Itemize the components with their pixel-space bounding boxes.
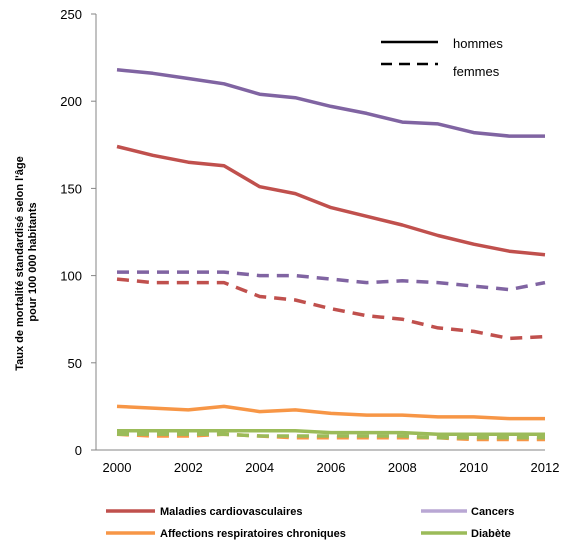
y-tick-label: 100: [60, 269, 82, 284]
series-line-diabete-femmes: [117, 432, 545, 440]
color-legend: Maladies cardiovasculaires Cancers Affec…: [106, 506, 514, 540]
series-lines: [116, 68, 546, 442]
y-axis-label-line-2: pour 100 000 habitants: [27, 202, 39, 321]
series-line-maladies-cardiovasculaires-hommes: [116, 144, 546, 257]
y-ticks: 0 50 100 150 200 250: [60, 7, 96, 458]
x-tick-label: 2008: [388, 460, 417, 475]
x-ticks: 2000 2002 2004 2006 2008 2010 2012: [103, 460, 560, 475]
x-tick-label: 2006: [317, 460, 346, 475]
series-line-diabete-hommes: [117, 429, 545, 437]
y-tick-label: 250: [60, 7, 82, 22]
x-tick-label: 2002: [174, 460, 203, 475]
legend-femmes-label: femmes: [453, 64, 500, 79]
legend-diabetes-label: Diabète: [471, 528, 511, 540]
series-line-maladies-cardiovasculaires-femmes: [116, 277, 546, 341]
y-axis-label-line-1: Taux de mortalité standardisé selon l'âg…: [14, 156, 26, 371]
series-line-affections-respiratoires-chroniques-hommes: [116, 404, 545, 421]
y-axis-label: Taux de mortalité standardisé selon l'âg…: [14, 153, 39, 371]
legend-hommes-label: hommes: [453, 36, 503, 51]
legend-respiratory-label: Affections respiratoires chroniques: [160, 528, 346, 540]
y-tick-label: 150: [60, 181, 82, 196]
x-tick-label: 2012: [531, 460, 560, 475]
y-tick-label: 0: [75, 443, 82, 458]
y-tick-label: 50: [68, 356, 82, 371]
series-line-cancers-hommes: [116, 68, 545, 138]
style-legend: hommes femmes: [381, 36, 503, 79]
x-tick-label: 2010: [459, 460, 488, 475]
legend-cancers-label: Cancers: [471, 506, 514, 518]
x-tick-label: 2000: [103, 460, 132, 475]
series-line-cancers-femmes: [117, 270, 546, 292]
legend-cardio-label: Maladies cardiovasculaires: [160, 506, 302, 518]
x-tick-label: 2004: [245, 460, 274, 475]
y-tick-label: 200: [60, 94, 82, 109]
